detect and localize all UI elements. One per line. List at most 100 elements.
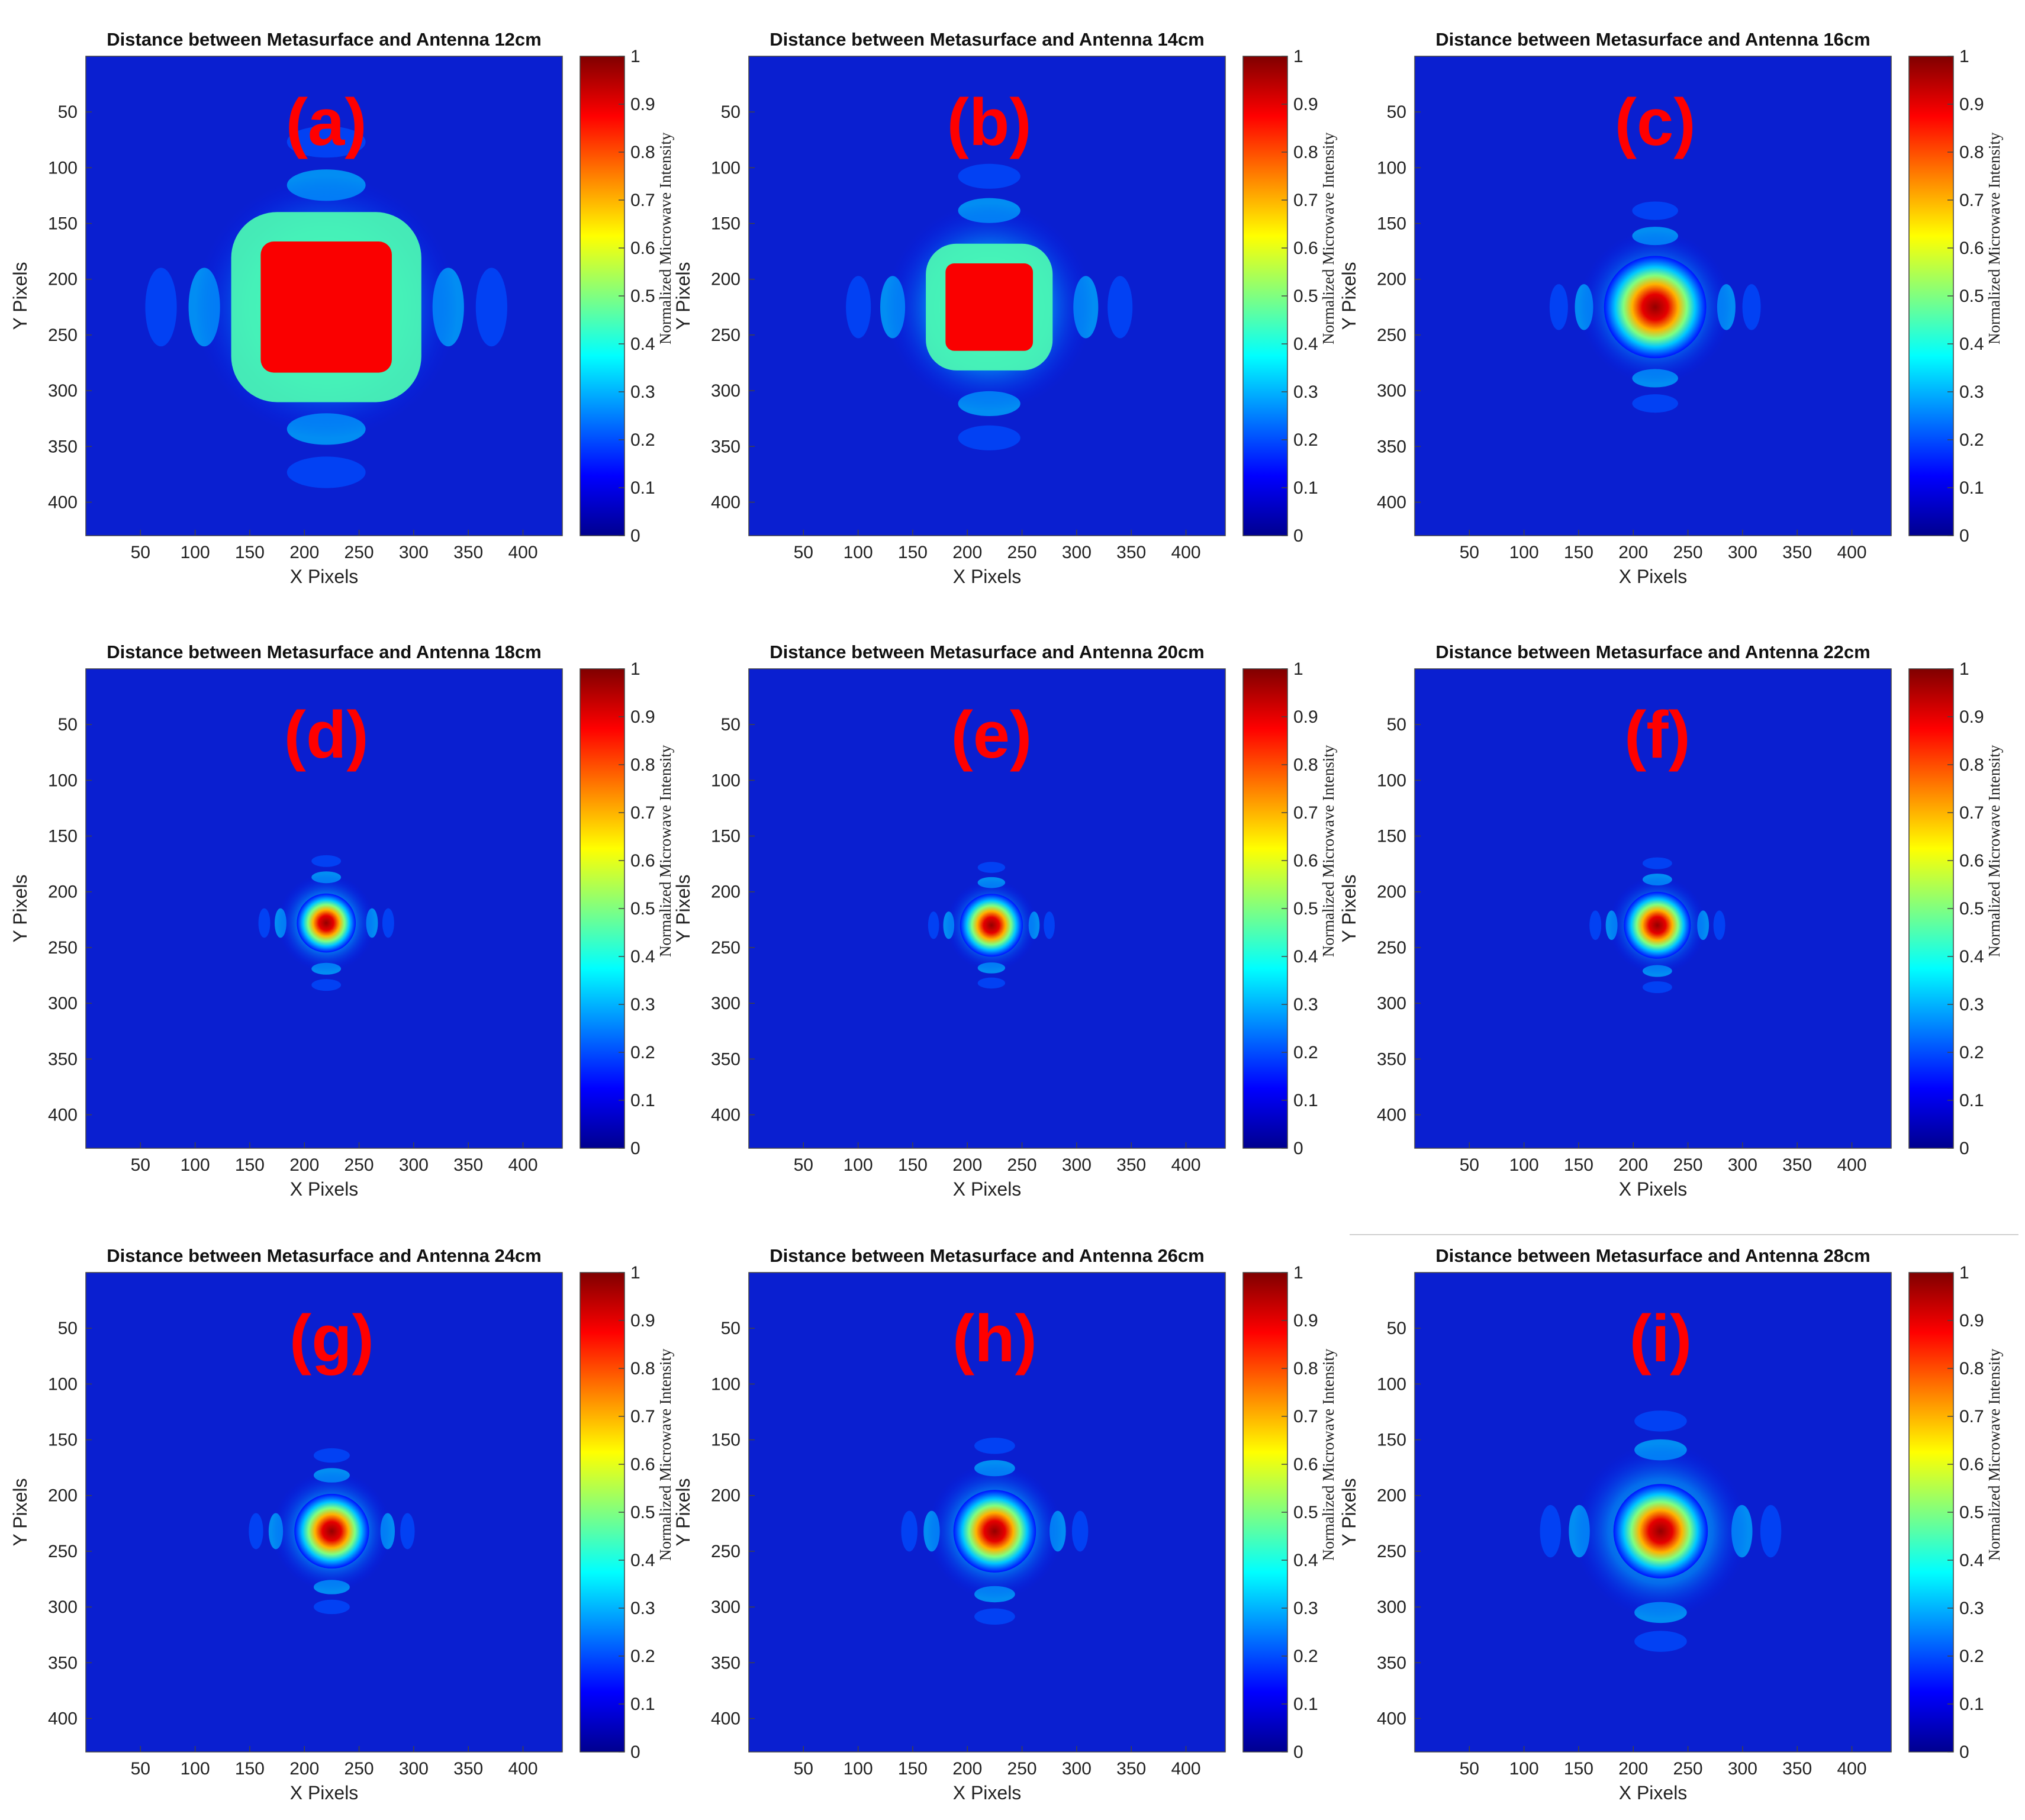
x-tick-label: 250 (1007, 1759, 1037, 1779)
y-tick-label: 150 (1377, 827, 1406, 846)
y-tick-label: 350 (711, 1049, 741, 1069)
y-tick-label: 400 (48, 492, 78, 512)
axes-box (85, 668, 563, 1149)
colorbar-tick-label: 0.1 (630, 1091, 655, 1110)
colorbar-tick-label: 0.4 (1293, 1551, 1318, 1570)
y-tick-label: 250 (1377, 1542, 1406, 1561)
side-lobe (258, 908, 271, 938)
colorbar-label: Normalized Microwave Intensity (1319, 745, 1337, 957)
x-tick-label: 400 (508, 543, 538, 562)
y-axis-label: Y Pixels (9, 1478, 31, 1546)
side-lobe (846, 276, 871, 339)
x-tick-label: 200 (1618, 1759, 1648, 1779)
x-axis-label: X Pixels (290, 566, 359, 587)
side-lobe (1760, 1505, 1782, 1558)
x-tick-label: 150 (1564, 543, 1593, 562)
colorbar (1242, 56, 1288, 536)
colorbar-tick-label: 0.6 (1959, 851, 1984, 871)
panel-title: Distance between Metasurface and Antenna… (1435, 642, 1870, 662)
y-tick-label: 200 (711, 882, 741, 902)
colorbar-tick-label: 0.6 (1293, 1455, 1318, 1474)
colorbar-tick-label: 0.3 (1293, 1599, 1318, 1618)
colorbar-tick-label: 0.6 (1293, 851, 1318, 871)
side-lobe (1108, 276, 1133, 339)
x-tick-label: 100 (181, 1759, 210, 1779)
y-tick-label: 350 (711, 437, 741, 456)
side-lobe (974, 1608, 1015, 1625)
y-tick-label: 250 (48, 326, 78, 345)
colorbar-tick-label: 0.9 (1293, 1311, 1318, 1331)
colorbar-tick-label: 0.2 (1293, 430, 1318, 450)
colorbar-tick-label: 0.5 (1293, 286, 1318, 306)
axes-box (748, 668, 1226, 1149)
colorbar-tick-label: 0.7 (1293, 1407, 1318, 1426)
x-axis-label: X Pixels (1619, 1782, 1688, 1803)
colorbar-tick-label: 0 (1293, 1139, 1303, 1158)
y-tick-label: 400 (711, 1105, 741, 1125)
colorbar-tick-label: 0.3 (630, 1599, 655, 1618)
x-tick-label: 50 (1460, 1155, 1479, 1175)
colorbar-tick-label: 0.6 (1959, 239, 1984, 258)
colorbar-tick-label: 1 (630, 1263, 640, 1283)
x-tick-label: 50 (794, 543, 813, 562)
x-axis-label: X Pixels (290, 1782, 359, 1803)
side-lobe (1634, 1410, 1687, 1432)
heatmap-panel-c: Distance between Metasurface and Antenna… (1329, 12, 2003, 604)
side-lobe (1634, 1631, 1687, 1652)
x-tick-label: 350 (1782, 543, 1812, 562)
y-tick-label: 250 (711, 938, 741, 958)
colorbar (580, 1272, 625, 1753)
colorbar-tick-label: 0.1 (630, 1695, 655, 1714)
x-tick-label: 350 (1116, 543, 1146, 562)
colorbar-tick-label: 0.5 (1293, 899, 1318, 919)
focal-spot (294, 1493, 369, 1569)
colorbar-tick-label: 0.7 (1959, 1407, 1984, 1426)
colorbar-tick-label: 0.2 (1959, 430, 1984, 450)
x-tick-label: 250 (345, 1155, 374, 1175)
panel-title: Distance between Metasurface and Antenna… (770, 642, 1204, 662)
heatmap-panel-a: Distance between Metasurface and Antenna… (0, 12, 674, 604)
x-axis-label: X Pixels (290, 1178, 359, 1200)
side-lobe (145, 268, 177, 347)
axes-box (748, 1272, 1226, 1753)
x-tick-label: 400 (1171, 543, 1201, 562)
panel-title: Distance between Metasurface and Antenna… (107, 1245, 541, 1266)
colorbar-tick-label: 0.1 (1959, 1695, 1984, 1714)
colorbar-tick-label: 0.8 (630, 143, 655, 162)
colorbar-tick-label: 0.8 (1293, 755, 1318, 775)
x-tick-label: 400 (1837, 543, 1867, 562)
y-tick-label: 300 (711, 381, 741, 401)
heatmap-panel-f: Distance between Metasurface and Antenna… (1329, 624, 2003, 1216)
x-tick-label: 300 (1728, 1155, 1757, 1175)
y-tick-label: 50 (58, 1319, 78, 1338)
y-tick-label: 50 (1387, 102, 1406, 122)
side-lobe (1642, 981, 1672, 993)
x-tick-label: 400 (1837, 1155, 1867, 1175)
colorbar-tick-label: 0.4 (1293, 947, 1318, 967)
side-lobe (901, 1510, 917, 1552)
y-tick-label: 200 (711, 270, 741, 289)
colorbar-tick-label: 0.1 (1293, 478, 1318, 498)
colorbar-tick-label: 0.3 (630, 382, 655, 402)
colorbar-tick-label: 0.9 (1959, 95, 1984, 114)
colorbar-tick-label: 0.5 (1959, 899, 1984, 919)
heatmap-svg: Distance between Metasurface and Antenna… (672, 642, 1337, 1200)
x-tick-label: 200 (1618, 1155, 1648, 1175)
y-tick-label: 350 (48, 1049, 78, 1069)
y-tick-label: 350 (1377, 437, 1406, 456)
y-tick-label: 50 (58, 715, 78, 735)
y-tick-label: 200 (48, 882, 78, 902)
panel-label: (a) (286, 85, 367, 159)
colorbar-label: Normalized Microwave Intensity (656, 745, 674, 957)
colorbar-tick-label: 0.4 (1959, 947, 1984, 967)
side-lobe (1540, 1505, 1562, 1558)
x-tick-label: 50 (131, 543, 150, 562)
x-tick-label: 100 (844, 543, 873, 562)
colorbar-label: Normalized Microwave Intensity (1319, 132, 1337, 344)
colorbar-tick-label: 0.2 (630, 430, 655, 450)
y-tick-label: 200 (711, 1486, 741, 1506)
colorbar-tick-label: 0.7 (630, 803, 655, 823)
colorbar-tick-label: 0.5 (1293, 1503, 1318, 1522)
heatmap-svg: Distance between Metasurface and Antenna… (9, 642, 674, 1200)
colorbar-tick-label: 0 (630, 1139, 640, 1158)
